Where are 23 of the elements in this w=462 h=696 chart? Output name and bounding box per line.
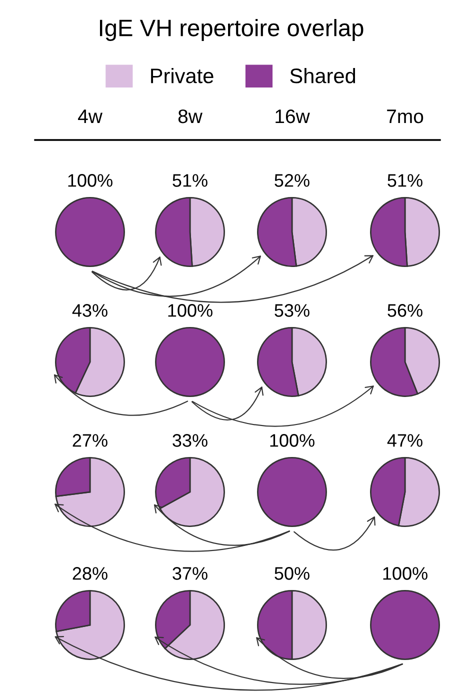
legend-label: Private — [151, 68, 214, 84]
data-label: 51% — [172, 174, 208, 187]
text: 16w — [276, 109, 310, 124]
data-label: 43% — [72, 304, 108, 317]
text: 8w — [178, 109, 202, 124]
text: IgE VH repertoire overlap — [100, 18, 364, 42]
data-label: 53% — [274, 304, 310, 317]
data-label: 52% — [274, 174, 310, 187]
data-label: 100% — [383, 567, 428, 580]
data-label: 51% — [388, 174, 422, 187]
text: 7mo — [387, 110, 424, 124]
data-label: 100% — [270, 434, 314, 447]
data-label: 47% — [387, 434, 422, 447]
legend-label: Shared — [290, 68, 356, 84]
data-label: 27% — [72, 434, 108, 447]
data-label: 50% — [274, 567, 310, 580]
data-label: 56% — [388, 304, 422, 317]
data-label: 100% — [168, 304, 212, 317]
data-label: 37% — [172, 567, 208, 580]
data-label: 33% — [172, 434, 208, 447]
data-label: 28% — [72, 567, 108, 580]
data-label: 100% — [68, 174, 112, 187]
text: 4w — [78, 110, 102, 124]
